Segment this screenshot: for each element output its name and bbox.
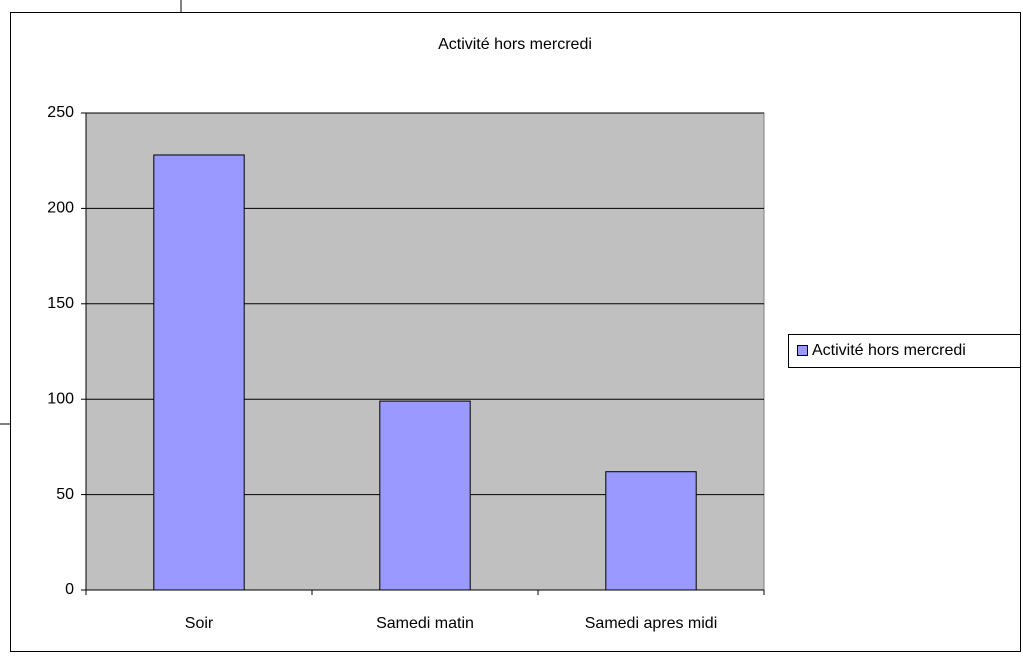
y-tick-label: 0 [65,581,74,598]
y-tick-label: 50 [56,486,74,503]
y-tick-label: 150 [47,295,74,312]
x-tick-label: Samedi matin [376,615,474,632]
bar [379,400,471,591]
bar [605,471,697,591]
legend [788,334,1021,368]
y-tick-label: 100 [47,390,74,407]
chart-title: Activité hors mercredi [438,36,592,53]
x-tick-label: Soir [185,615,214,632]
y-tick-label: 200 [47,200,74,217]
bar [153,154,245,591]
legend-label: Activité hors mercredi [812,342,966,359]
y-tick-label: 250 [47,104,74,121]
legend-swatch [797,345,808,356]
x-tick-label: Samedi apres midi [585,615,718,632]
